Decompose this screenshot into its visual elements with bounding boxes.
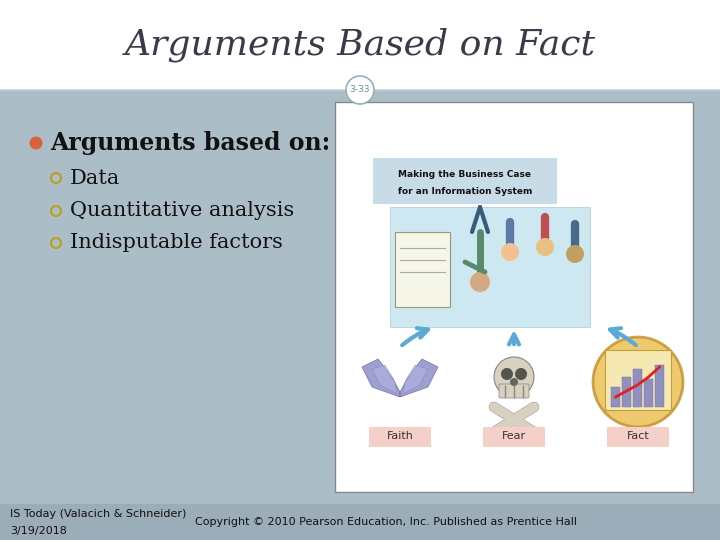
Circle shape — [566, 245, 584, 263]
Text: Arguments based on:: Arguments based on: — [50, 131, 330, 155]
FancyBboxPatch shape — [483, 427, 545, 447]
FancyBboxPatch shape — [373, 158, 557, 204]
FancyBboxPatch shape — [0, 0, 720, 90]
FancyBboxPatch shape — [611, 387, 620, 407]
Polygon shape — [372, 365, 397, 394]
Wedge shape — [515, 368, 527, 380]
Text: Faith: Faith — [387, 431, 413, 441]
Text: Data: Data — [70, 168, 120, 187]
Text: Indisputable factors: Indisputable factors — [70, 233, 283, 253]
Text: 3-33: 3-33 — [350, 85, 370, 94]
FancyBboxPatch shape — [390, 207, 590, 327]
Text: Arguments Based on Fact: Arguments Based on Fact — [125, 28, 595, 62]
Circle shape — [346, 76, 374, 104]
Wedge shape — [501, 368, 513, 380]
Text: Copyright © 2010 Pearson Education, Inc. Published as Prentice Hall: Copyright © 2010 Pearson Education, Inc.… — [195, 517, 577, 527]
Circle shape — [470, 272, 490, 292]
Circle shape — [501, 243, 519, 261]
Circle shape — [593, 337, 683, 427]
Text: Making the Business Case: Making the Business Case — [398, 170, 531, 179]
FancyBboxPatch shape — [644, 379, 653, 407]
FancyBboxPatch shape — [605, 350, 671, 410]
Circle shape — [30, 137, 42, 150]
FancyBboxPatch shape — [369, 427, 431, 447]
Text: IS Today (Valacich & Schneider): IS Today (Valacich & Schneider) — [10, 509, 186, 519]
Polygon shape — [400, 359, 438, 397]
Polygon shape — [362, 359, 400, 397]
FancyBboxPatch shape — [335, 102, 693, 492]
Text: Quantitative analysis: Quantitative analysis — [70, 201, 294, 220]
Circle shape — [494, 357, 534, 397]
FancyBboxPatch shape — [633, 369, 642, 407]
FancyBboxPatch shape — [607, 427, 669, 447]
FancyBboxPatch shape — [0, 504, 720, 540]
Text: Fear: Fear — [502, 431, 526, 441]
FancyBboxPatch shape — [622, 377, 631, 407]
FancyBboxPatch shape — [395, 232, 450, 307]
Circle shape — [536, 238, 554, 256]
Text: for an Information System: for an Information System — [398, 187, 532, 196]
FancyBboxPatch shape — [655, 365, 664, 407]
Wedge shape — [510, 378, 518, 386]
Polygon shape — [403, 365, 428, 394]
Text: 3/19/2018: 3/19/2018 — [10, 526, 67, 536]
Text: Fact: Fact — [626, 431, 649, 441]
FancyBboxPatch shape — [499, 384, 529, 398]
